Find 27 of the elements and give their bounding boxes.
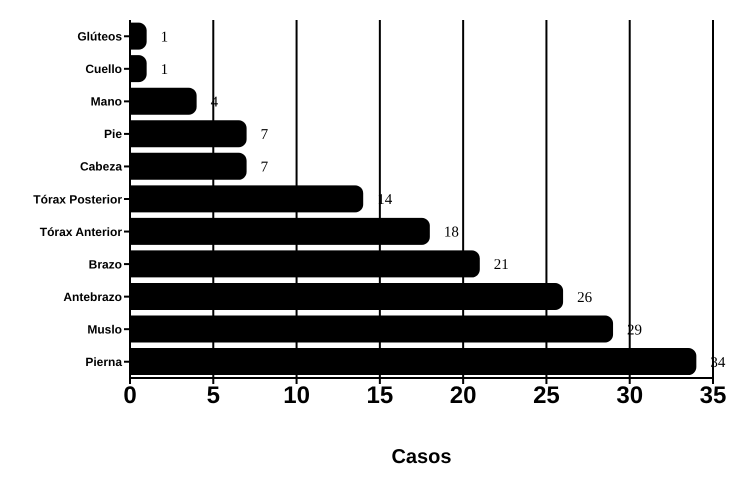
x-tick-label: 25 — [533, 382, 560, 410]
y-tick-label: Tórax Posterior — [33, 192, 122, 206]
y-tick-label: Mano — [90, 94, 122, 109]
y-tick-label: Cuello — [85, 62, 122, 76]
data-label: 21 — [494, 257, 509, 274]
y-tick-label: Pie — [104, 127, 122, 142]
data-label: 7 — [260, 160, 269, 176]
x-tick-label: 35 — [700, 382, 726, 410]
data-label: 1 — [160, 62, 168, 78]
x-tick-label: 30 — [616, 382, 644, 410]
y-tick-label: Tórax Anterior — [40, 224, 122, 239]
x-tick-label: 10 — [283, 382, 310, 410]
y-tick-label: Pierna — [85, 354, 122, 369]
x-tick-label: 15 — [366, 382, 394, 410]
x-tick-label: 5 — [206, 382, 220, 410]
x-axis-title: Casos — [391, 446, 452, 468]
data-label: 7 — [260, 127, 269, 144]
y-tick-label: Antebrazo — [63, 290, 122, 304]
data-label: 26 — [577, 290, 593, 306]
data-label: 18 — [444, 224, 459, 241]
data-label: 1 — [160, 29, 168, 46]
x-tick-label: 20 — [450, 382, 476, 410]
y-tick-label: Cabeza — [80, 160, 122, 174]
y-tick-label: Brazo — [88, 257, 122, 272]
y-tick-label: Glúteos — [77, 30, 122, 44]
y-tick-label: Muslo — [87, 322, 122, 336]
x-tick-label: 0 — [123, 382, 137, 410]
